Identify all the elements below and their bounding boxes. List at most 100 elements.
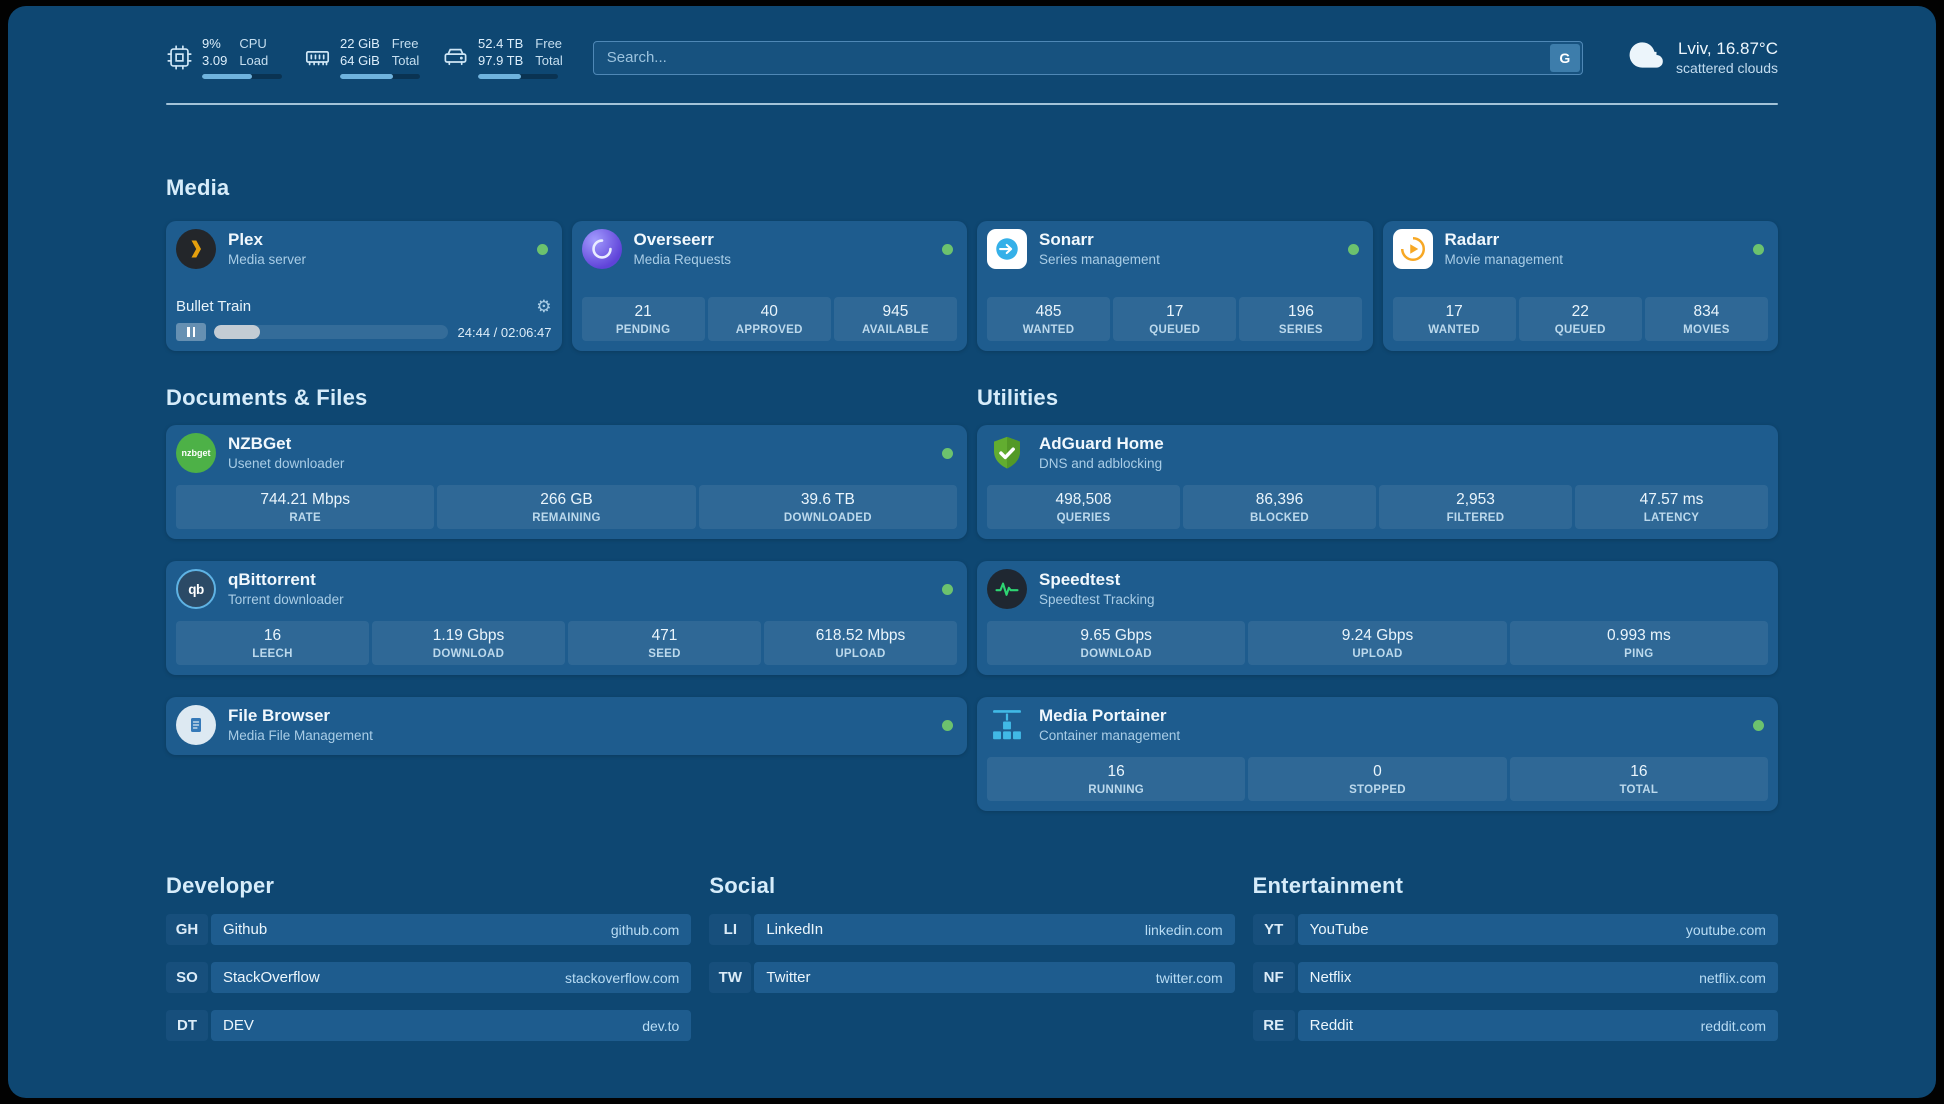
topbar-divider <box>166 103 1778 105</box>
disk-usage-bar <box>478 73 558 79</box>
now-playing: Bullet Train ⚙ 24:44 / 02:06:47 <box>176 298 552 341</box>
bookmark-github[interactable]: GH Github github.com <box>166 914 692 945</box>
app-subtitle: Usenet downloader <box>228 455 345 471</box>
app-name: Speedtest <box>1039 569 1121 589</box>
stat-tile: 0 STOPPED <box>1248 757 1507 801</box>
speedtest-icon <box>987 569 1027 609</box>
app-card-nzbget[interactable]: nzbget NZBGet Usenet downloader 744.21 M… <box>166 425 967 539</box>
now-playing-title: Bullet Train <box>176 298 252 315</box>
disk-icon <box>442 44 469 71</box>
status-indicator <box>942 583 953 595</box>
bookmark-name: Reddit <box>1309 1017 1354 1034</box>
stat-tile: 40 APPROVED <box>707 297 831 341</box>
bookmark-reddit[interactable]: RE Reddit reddit.com <box>1252 1010 1778 1041</box>
qbittorrent-icon: qb <box>176 569 216 609</box>
bookmark-youtube[interactable]: YT YouTube youtube.com <box>1252 914 1778 945</box>
weather-widget: Lviv, 16.87°C scattered clouds <box>1628 36 1778 79</box>
stat-tile: 39.6 TB DOWNLOADED <box>698 485 957 529</box>
bookmark-domain: twitter.com <box>1155 969 1223 986</box>
bookmark-group-developer: Developer GH Github github.com SO StackO… <box>166 873 692 1041</box>
playback-time: 24:44 / 02:06:47 <box>457 324 552 340</box>
section-documents: Documents & Files nzbget NZBGet Usenet d… <box>166 385 967 755</box>
stat-tile: 945 AVAILABLE <box>833 297 957 341</box>
adguard-icon <box>987 433 1027 473</box>
plex-icon <box>176 229 216 269</box>
weather-condition: scattered clouds <box>1676 60 1778 77</box>
app-card-speedtest[interactable]: Speedtest Speedtest Tracking 9.65 Gbps D… <box>977 561 1778 675</box>
bookmark-abbr: SO <box>166 962 208 993</box>
media-cards: Plex Media server Bullet Train ⚙ 24:44 /… <box>166 221 1778 351</box>
app-card-qbittorrent[interactable]: qb qBittorrent Torrent downloader 16 LEE… <box>166 561 967 675</box>
stat-tile: 196 SERIES <box>1239 297 1363 341</box>
app-subtitle: Speedtest Tracking <box>1039 591 1155 607</box>
portainer-icon <box>987 705 1027 745</box>
app-subtitle: Container management <box>1039 727 1181 743</box>
app-name: Media Portainer <box>1039 705 1167 725</box>
status-indicator <box>1347 243 1359 255</box>
disk-metric: 52.4 TB 97.9 TB Free Total <box>442 36 563 79</box>
app-subtitle: Media server <box>228 251 307 267</box>
status-indicator <box>942 447 953 459</box>
bookmark-domain: stackoverflow.com <box>564 969 680 986</box>
pause-button[interactable] <box>176 323 206 341</box>
app-subtitle: Movie management <box>1444 251 1564 267</box>
app-name: Radarr <box>1444 229 1500 249</box>
app-card-sonarr[interactable]: Sonarr Series management 485 WANTED 17 Q… <box>977 221 1373 351</box>
bookmark-name: YouTube <box>1309 921 1369 938</box>
app-card-plex[interactable]: Plex Media server Bullet Train ⚙ 24:44 /… <box>166 221 562 351</box>
app-card-radarr[interactable]: Radarr Movie management 17 WANTED 22 QUE… <box>1382 221 1778 351</box>
stat-tile: 471 SEED <box>568 621 761 665</box>
stat-tile: 47.57 ms LATENCY <box>1575 485 1768 529</box>
bookmark-stackoverflow[interactable]: SO StackOverflow stackoverflow.com <box>166 962 692 993</box>
stat-tile: 744.21 Mbps RATE <box>176 485 435 529</box>
app-subtitle: Torrent downloader <box>228 591 344 607</box>
search-engine-button[interactable]: G <box>1549 43 1580 72</box>
bookmark-columns: Developer GH Github github.com SO StackO… <box>166 873 1778 1041</box>
memory-label-1: Free <box>391 36 419 52</box>
status-indicator <box>942 719 953 731</box>
section-title-entertainment: Entertainment <box>1252 873 1404 898</box>
disk-total: 97.9 TB <box>478 53 524 68</box>
cpu-label-1: CPU <box>239 36 267 52</box>
app-name: Sonarr <box>1039 229 1094 249</box>
app-card-adguard[interactable]: AdGuard Home DNS and adblocking 498,508 … <box>977 425 1778 539</box>
stat-tile: 17 WANTED <box>1392 297 1516 341</box>
memory-metric: 22 GiB 64 GiB Free Total <box>304 36 420 79</box>
app-name: qBittorrent <box>228 569 316 589</box>
cpu-load-value: 3.09 <box>202 53 228 68</box>
bookmark-group-social: Social LI LinkedIn linkedin.com TW Twitt… <box>709 873 1235 993</box>
app-card-portainer[interactable]: Media Portainer Container management 16 … <box>977 697 1778 811</box>
memory-usage-bar <box>340 73 420 79</box>
bookmark-dev[interactable]: DT DEV dev.to <box>166 1010 692 1041</box>
bookmark-name: DEV <box>223 1017 254 1034</box>
disk-free: 52.4 TB <box>478 36 524 52</box>
bookmark-abbr: LI <box>709 914 752 945</box>
bookmark-name: LinkedIn <box>766 921 824 938</box>
stat-tile: 1.19 Gbps DOWNLOAD <box>372 621 565 665</box>
status-indicator <box>1753 243 1764 255</box>
bookmark-linkedin[interactable]: LI LinkedIn linkedin.com <box>709 914 1235 945</box>
app-subtitle: DNS and adblocking <box>1039 455 1163 471</box>
system-metrics: 9% 3.09 CPU Load <box>166 36 563 79</box>
playback-progress-bar[interactable] <box>214 325 448 339</box>
cpu-icon <box>166 44 193 71</box>
gear-icon[interactable]: ⚙ <box>536 297 552 316</box>
dashboard-panel: 9% 3.09 CPU Load <box>8 6 1936 1098</box>
bookmark-netflix[interactable]: NF Netflix netflix.com <box>1252 962 1778 993</box>
stat-tile: 16 RUNNING <box>987 757 1246 801</box>
bookmark-twitter[interactable]: TW Twitter twitter.com <box>709 962 1235 993</box>
cpu-metric: 9% 3.09 CPU Load <box>166 36 282 79</box>
app-card-filebrowser[interactable]: File Browser Media File Management <box>166 697 967 755</box>
stat-tile: 86,396 BLOCKED <box>1183 485 1376 529</box>
app-card-overseerr[interactable]: Overseerr Media Requests 21 PENDING 40 A… <box>571 221 967 351</box>
bookmark-group-entertainment: Entertainment YT YouTube youtube.com NF … <box>1252 873 1778 1041</box>
stat-tile: 22 QUEUED <box>1518 297 1642 341</box>
search-input[interactable] <box>592 40 1583 75</box>
bookmark-abbr: TW <box>709 962 752 993</box>
section-title-media: Media <box>166 175 230 200</box>
bookmark-abbr: YT <box>1252 914 1295 945</box>
memory-total: 64 GiB <box>340 53 380 68</box>
filebrowser-icon <box>176 705 216 745</box>
cpu-usage-bar <box>202 73 282 79</box>
section-title-social: Social <box>709 873 776 898</box>
